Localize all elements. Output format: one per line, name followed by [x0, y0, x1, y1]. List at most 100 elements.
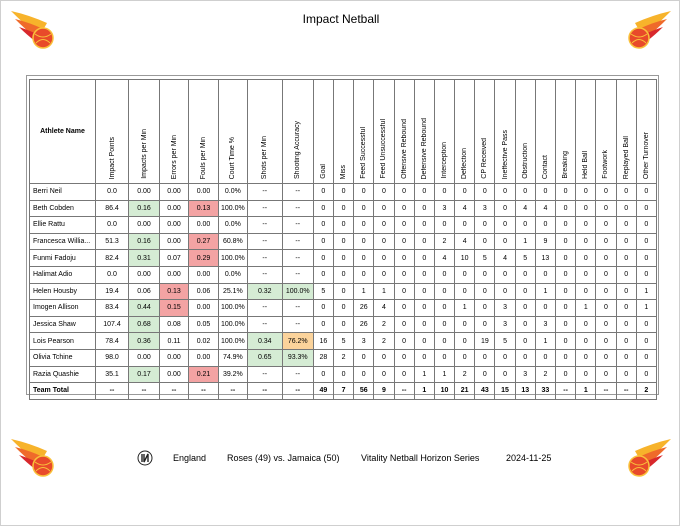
column-header: Obstruction — [514, 79, 536, 184]
cell: -- — [246, 315, 283, 334]
column-header-text: Impacts per Min — [140, 129, 148, 179]
cell: 0.06 — [128, 282, 160, 301]
logo — [628, 10, 672, 49]
cell: 0 — [635, 232, 657, 251]
cell: 0 — [353, 348, 375, 367]
cell: -- — [218, 382, 248, 400]
cell: -- — [281, 315, 314, 334]
cell: 0 — [595, 232, 617, 251]
cell: 0 — [353, 265, 375, 284]
column-header: Court Time % — [218, 79, 248, 184]
cell: 0.15 — [159, 299, 189, 317]
cell: -- — [281, 382, 314, 400]
cell: 39.2% — [218, 365, 248, 384]
cell: 2 — [433, 232, 456, 251]
cell: 107.4 — [95, 315, 129, 334]
cell: 0 — [332, 249, 355, 267]
column-header-text: Ineffective Pass — [501, 129, 509, 179]
cell: 0 — [454, 216, 476, 234]
cell: 49 — [312, 382, 334, 400]
cell: 0 — [413, 332, 435, 350]
cell: 0 — [514, 282, 536, 301]
cell: -- — [246, 183, 283, 201]
cell: 0 — [554, 365, 577, 384]
footer: England Roses (49) vs. Jamaica (50) Vita… — [1, 450, 680, 467]
cell: 0.44 — [128, 299, 160, 317]
cell: 0.00 — [128, 265, 160, 284]
cell: 0 — [332, 299, 355, 317]
cell: 0 — [474, 365, 496, 384]
athlete-name: Lois Pearson — [29, 332, 96, 350]
cell: 0 — [595, 282, 617, 301]
cell: 13 — [514, 382, 536, 400]
column-header: Goal — [312, 79, 334, 184]
cell: 4 — [433, 249, 456, 267]
cell: 4 — [494, 249, 516, 267]
cell: 0 — [474, 265, 496, 284]
column-header: Impact Points — [95, 79, 129, 184]
cell: 78.4 — [95, 332, 129, 350]
cell: 0 — [454, 315, 476, 334]
cell: 43 — [474, 382, 496, 400]
athlete-name: Olivia Tchine — [29, 348, 96, 367]
cell: 0 — [413, 232, 435, 251]
cell: 0 — [353, 365, 375, 384]
footer-competition: Vitality Netball Horizon Series — [361, 453, 480, 463]
cell: 0 — [332, 199, 355, 218]
column-header-text: Deflection — [461, 147, 469, 179]
cell: 1 — [433, 365, 456, 384]
cell: 3 — [494, 315, 516, 334]
cell: 1 — [353, 282, 375, 301]
column-header: CP Received — [474, 79, 496, 184]
cell: 98.0 — [95, 348, 129, 367]
table-row: Razia Quashie 35.1 0.17 0.00 0.21 39.2% -- -- 0 0… — [29, 365, 657, 384]
cell: 0.00 — [188, 183, 219, 201]
cell: 0.08 — [159, 315, 189, 334]
cell: 0 — [514, 183, 536, 201]
column-header-text: Contact — [541, 154, 549, 179]
table-row: Lois Pearson 78.4 0.36 0.11 0.02 100.0% 0.34 76… — [29, 332, 657, 350]
cell: 26 — [353, 299, 375, 317]
cell: -- — [246, 299, 283, 317]
cell: 16 — [312, 332, 334, 350]
cell: 0 — [615, 232, 637, 251]
cell: 0.21 — [188, 365, 219, 384]
column-header: Other Turnover — [635, 79, 657, 184]
cell: 0 — [413, 282, 435, 301]
cell: 93.3% — [281, 348, 314, 367]
cell: 0 — [433, 332, 456, 350]
cell: -- — [246, 249, 283, 267]
cell: 0 — [373, 265, 395, 284]
cell: 1 — [635, 299, 657, 317]
footer-team: England — [173, 453, 207, 463]
footer-date: 2024-11-25 — [506, 453, 552, 463]
cell: 0 — [413, 315, 435, 334]
cell: 3 — [494, 299, 516, 317]
cell: 7 — [332, 382, 355, 400]
cell: 0.00 — [159, 365, 189, 384]
cell: 0 — [393, 249, 415, 267]
athlete-name: Jessica Shaw — [29, 315, 96, 334]
column-header-text: Feed Successful — [360, 127, 368, 179]
column-header-text: Other Turnover — [642, 131, 650, 179]
column-header-text: Feed Unsuccessful — [380, 119, 388, 179]
cell: 0.32 — [246, 282, 283, 301]
cell: -- — [281, 232, 314, 251]
cell: 0 — [454, 265, 476, 284]
table-row: Helen Housby 19.4 0.06 0.13 0.06 25.1% 0.32 100… — [29, 282, 657, 301]
column-header-text: Held Ball — [582, 150, 590, 179]
footer-logo — [137, 450, 153, 466]
cell: 0 — [393, 216, 415, 234]
cell: 0 — [635, 265, 657, 284]
column-header: Contact — [534, 79, 557, 184]
cell: -- — [281, 249, 314, 267]
column-header: Footwork — [595, 79, 617, 184]
column-header-text: Shots per Min — [261, 135, 269, 179]
cell: 0 — [413, 183, 435, 201]
cell: 0 — [474, 315, 496, 334]
stats-table: Athlete Name Impact Points Impacts per Min… — [29, 79, 657, 400]
cell: -- — [281, 216, 314, 234]
column-header-text: Interception — [440, 142, 448, 179]
cell: 0 — [373, 232, 395, 251]
cell: 5 — [474, 249, 496, 267]
